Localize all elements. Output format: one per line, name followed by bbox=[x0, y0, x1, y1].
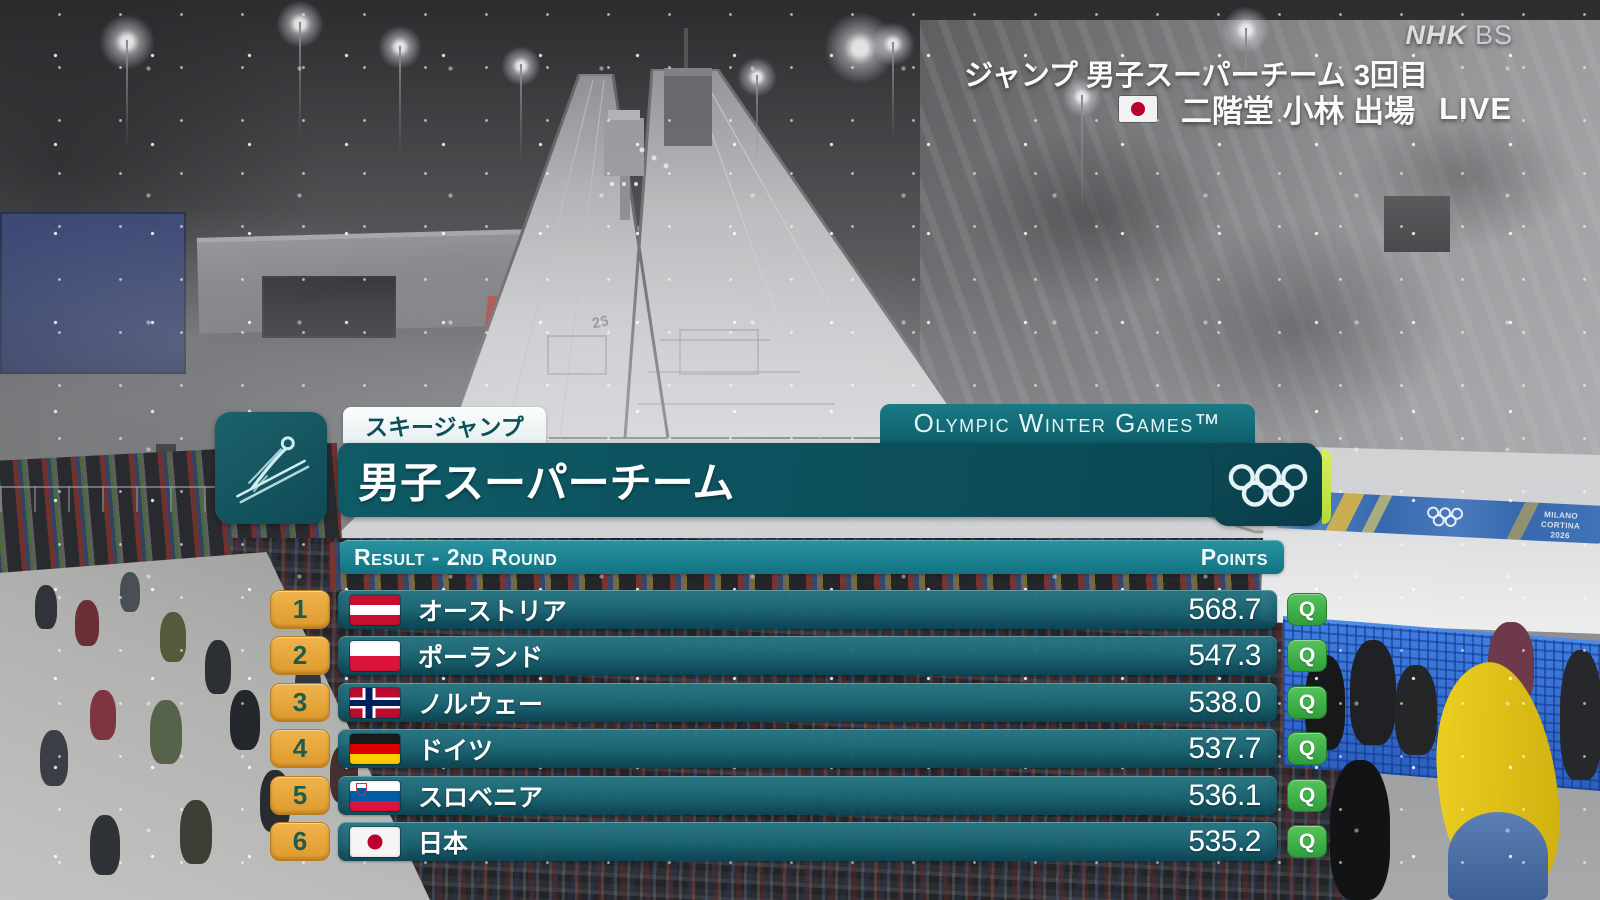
spectator bbox=[160, 612, 186, 662]
points-value: 547.3 bbox=[1188, 638, 1261, 672]
banner-line2: 2026 bbox=[1550, 530, 1571, 541]
points-value: 537.7 bbox=[1188, 731, 1261, 765]
spectator bbox=[35, 585, 57, 629]
spectator bbox=[230, 690, 260, 750]
country-name: ポーランド bbox=[418, 643, 544, 672]
country-name: オーストリア bbox=[418, 597, 567, 626]
participants-caption: 二階堂 小林 出場 LIVE bbox=[1118, 86, 1512, 131]
qualified-badge: Q bbox=[1287, 732, 1327, 765]
country-name: ドイツ bbox=[418, 736, 494, 765]
japan-flag-icon bbox=[1118, 95, 1157, 122]
result-row: スロベニア 536.1 bbox=[338, 776, 1277, 815]
qualified-badge: Q bbox=[1287, 686, 1327, 719]
result-row: ノルウェー 538.0 bbox=[338, 683, 1277, 722]
rings-cap bbox=[1214, 446, 1322, 526]
round-label: Result - 2nd Round bbox=[354, 543, 558, 570]
light-pole bbox=[520, 64, 522, 164]
banner-accent bbox=[1361, 495, 1393, 533]
spectator bbox=[205, 640, 231, 694]
qualified-badge: Q bbox=[1287, 593, 1327, 626]
points-column-header: Points bbox=[1200, 543, 1268, 570]
banner-accent bbox=[1325, 493, 1365, 532]
spectator bbox=[1350, 640, 1396, 745]
rank-badge: 3 bbox=[270, 683, 330, 722]
light-pole bbox=[756, 75, 758, 165]
light-pole bbox=[299, 22, 301, 142]
spectator bbox=[120, 572, 140, 612]
flag-icon bbox=[350, 733, 400, 764]
event-title: 男子スーパーチーム bbox=[358, 459, 735, 507]
games-bar: Olympic Winter Games™ bbox=[880, 404, 1255, 443]
spectator bbox=[180, 800, 212, 864]
rank-badge: 6 bbox=[270, 822, 330, 861]
spectator bbox=[150, 700, 182, 764]
nhk-logo: NHK bbox=[1405, 20, 1467, 50]
spectator bbox=[1330, 760, 1390, 900]
light-pole bbox=[1081, 95, 1083, 215]
points-value: 535.2 bbox=[1188, 824, 1261, 858]
spectator bbox=[75, 600, 99, 646]
spectator bbox=[90, 690, 116, 740]
points-value: 536.1 bbox=[1188, 778, 1261, 812]
event-title-bar: 男子スーパーチーム bbox=[338, 443, 1318, 517]
spectator bbox=[1560, 650, 1600, 780]
qualified-badge: Q bbox=[1287, 779, 1327, 812]
hill-size-marking: 26 bbox=[590, 312, 611, 333]
country-name: ノルウェー bbox=[418, 690, 544, 719]
rank-badge: 1 bbox=[270, 590, 330, 629]
result-row: ポーランド 547.3 bbox=[338, 636, 1277, 675]
ski-jumper-icon bbox=[236, 436, 310, 504]
flag-icon bbox=[350, 826, 400, 857]
games-label: Olympic Winter Games™ bbox=[913, 408, 1222, 438]
qualified-badge: Q bbox=[1287, 825, 1327, 858]
banner-line1: MILANO CORTINA bbox=[1540, 510, 1581, 531]
spectator bbox=[1395, 665, 1437, 755]
qualified-badge: Q bbox=[1287, 639, 1327, 672]
result-row: ドイツ 537.7 bbox=[338, 729, 1277, 768]
flag-icon bbox=[350, 687, 400, 718]
bs-label: BS bbox=[1474, 20, 1513, 50]
rank-badge: 2 bbox=[270, 636, 330, 675]
flag-icon bbox=[350, 640, 400, 671]
flag-icon bbox=[350, 594, 400, 625]
points-value: 568.7 bbox=[1188, 592, 1261, 626]
rank-badge: 5 bbox=[270, 776, 330, 815]
sport-icon-tile bbox=[215, 412, 327, 524]
country-name: スロベニア bbox=[418, 783, 544, 812]
light-pole bbox=[399, 46, 401, 156]
olympic-rings-icon bbox=[1228, 464, 1308, 507]
olympic-rings-icon bbox=[1427, 506, 1464, 527]
sport-tab: スキージャンプ bbox=[343, 407, 546, 443]
result-row: オーストリア 568.7 bbox=[338, 590, 1277, 629]
live-badge: LIVE bbox=[1439, 90, 1512, 126]
flag-icon bbox=[350, 780, 400, 811]
country-name: 日本 bbox=[418, 829, 469, 858]
light-pole bbox=[892, 42, 894, 142]
accent-stripe bbox=[1322, 449, 1331, 524]
spectator bbox=[90, 815, 120, 875]
channel-logo: NHK BS bbox=[1405, 20, 1513, 51]
points-value: 538.0 bbox=[1188, 685, 1261, 719]
result-row: 日本 535.2 bbox=[338, 822, 1277, 861]
light-pole bbox=[126, 40, 128, 150]
rank-badge: 4 bbox=[270, 729, 330, 768]
participant-names: 二階堂 小林 出場 bbox=[1180, 94, 1416, 129]
round-header-bar: Result - 2nd Round Points bbox=[340, 540, 1284, 574]
banner-label: MILANO CORTINA 2026 bbox=[1525, 509, 1596, 542]
spectator bbox=[40, 730, 68, 786]
spectator bbox=[1448, 812, 1548, 900]
